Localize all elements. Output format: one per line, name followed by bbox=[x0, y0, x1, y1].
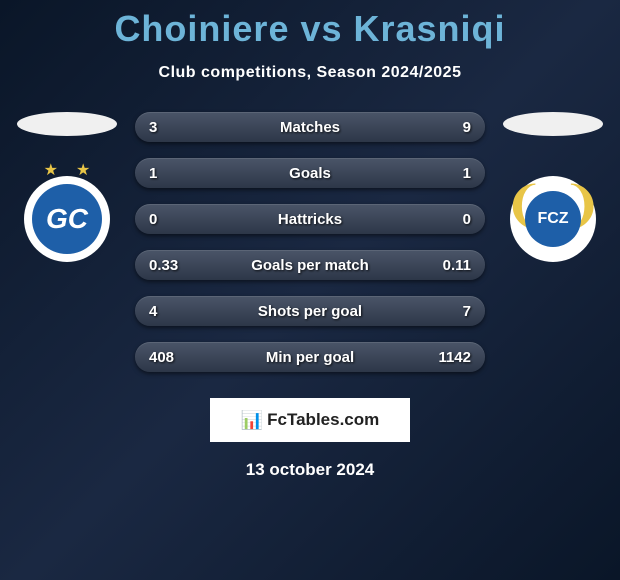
left-player-col: ★★ GC bbox=[7, 112, 127, 262]
stat-left-value: 0.33 bbox=[149, 257, 189, 274]
stat-right-value: 0 bbox=[431, 211, 471, 228]
stat-right-value: 1142 bbox=[431, 349, 471, 366]
stat-left-value: 0 bbox=[149, 211, 189, 228]
brand-box[interactable]: 📊 FcTables.com bbox=[210, 398, 410, 442]
stat-right-value: 0.11 bbox=[431, 257, 471, 274]
stat-right-value: 9 bbox=[431, 119, 471, 136]
stat-label: Hattricks bbox=[278, 211, 342, 228]
star-icon: ★★ bbox=[26, 160, 109, 180]
stat-label: Matches bbox=[280, 119, 340, 136]
stat-label: Goals bbox=[289, 165, 331, 182]
chart-icon: 📊 bbox=[241, 410, 263, 431]
stat-right-value: 1 bbox=[431, 165, 471, 182]
stats-column: 3 Matches 9 1 Goals 1 0 Hattricks 0 0.33 Goals per… bbox=[135, 112, 485, 388]
stat-row: 1 Goals 1 bbox=[135, 158, 485, 188]
stat-left-value: 4 bbox=[149, 303, 189, 320]
stat-row: 3 Matches 9 bbox=[135, 112, 485, 142]
stat-label: Shots per goal bbox=[258, 303, 362, 320]
gc-logo: GC bbox=[32, 184, 102, 254]
comparison-panel: ★★ GC 3 Matches 9 1 Goals 1 0 Hattricks 0 0.33 Goa… bbox=[0, 112, 620, 388]
right-player-col: ❨❩ FCZ bbox=[493, 112, 613, 262]
stat-row: 4 Shots per goal 7 bbox=[135, 296, 485, 326]
brand-label: FcTables.com bbox=[267, 410, 379, 430]
fcz-logo: FCZ bbox=[525, 191, 581, 247]
right-player-oval bbox=[503, 112, 603, 136]
stat-row: 408 Min per goal 1142 bbox=[135, 342, 485, 372]
stat-right-value: 7 bbox=[431, 303, 471, 320]
stat-left-value: 408 bbox=[149, 349, 189, 366]
subtitle: Club competitions, Season 2024/2025 bbox=[0, 64, 620, 82]
stat-label: Min per goal bbox=[266, 349, 354, 366]
page-title: Choiniere vs Krasniqi bbox=[0, 0, 620, 50]
date-label: 13 october 2024 bbox=[0, 460, 620, 480]
stat-row: 0 Hattricks 0 bbox=[135, 204, 485, 234]
left-player-oval bbox=[17, 112, 117, 136]
stat-label: Goals per match bbox=[251, 257, 369, 274]
stat-row: 0.33 Goals per match 0.11 bbox=[135, 250, 485, 280]
stat-left-value: 1 bbox=[149, 165, 189, 182]
right-club-badge: ❨❩ FCZ bbox=[510, 176, 596, 262]
left-club-badge: ★★ GC bbox=[24, 176, 110, 262]
stat-left-value: 3 bbox=[149, 119, 189, 136]
